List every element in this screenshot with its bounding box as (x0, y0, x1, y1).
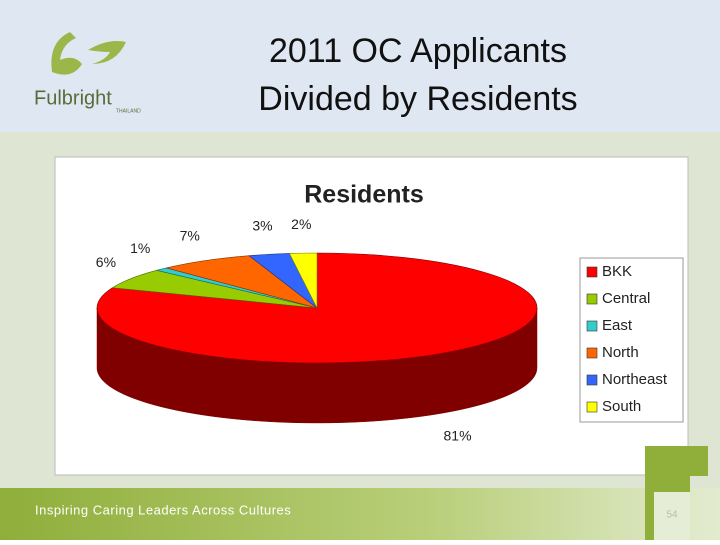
header-band (0, 0, 720, 132)
legend-swatch (586, 320, 598, 332)
data-label: 6% (96, 254, 116, 270)
chart-title: Residents (304, 181, 423, 209)
legend-label: South (602, 398, 641, 415)
logo-mark (51, 32, 82, 75)
legend-label: Central (602, 290, 650, 307)
legend-swatch (586, 266, 598, 278)
page-number-box (654, 492, 690, 540)
data-label: 2% (291, 216, 311, 232)
legend-swatch (586, 347, 598, 359)
slide-title: Divided by Residents (258, 80, 577, 118)
data-label: 7% (180, 227, 200, 243)
legend-swatch (586, 401, 598, 413)
logo-country: THAILAND (116, 108, 141, 114)
legend-label: East (602, 317, 633, 334)
data-label: 1% (130, 240, 150, 256)
footer-band (0, 488, 720, 540)
data-label: 3% (252, 218, 272, 234)
legend-label: BKK (602, 263, 632, 280)
legend-box (579, 257, 684, 423)
legend-swatch (586, 293, 598, 305)
pie-slice (288, 252, 318, 309)
footer-tagline: Inspiring Caring Leaders Across Cultures (35, 502, 291, 517)
legend-swatch (586, 374, 598, 386)
logo: Fulbright THAILAND (34, 32, 141, 114)
logo-name: Fulbright (34, 87, 112, 109)
slide-title: 2011 OC Applicants (269, 32, 567, 70)
page-number: 54 (666, 510, 678, 521)
pie-chart: 81% 6% 1% 7% 3% 2% BKK Central East North Northeas… (96, 216, 684, 443)
legend-label: Northeast (602, 371, 668, 388)
data-label: 81% (444, 427, 472, 443)
logo-mark (88, 41, 126, 64)
legend-label: North (602, 344, 639, 361)
